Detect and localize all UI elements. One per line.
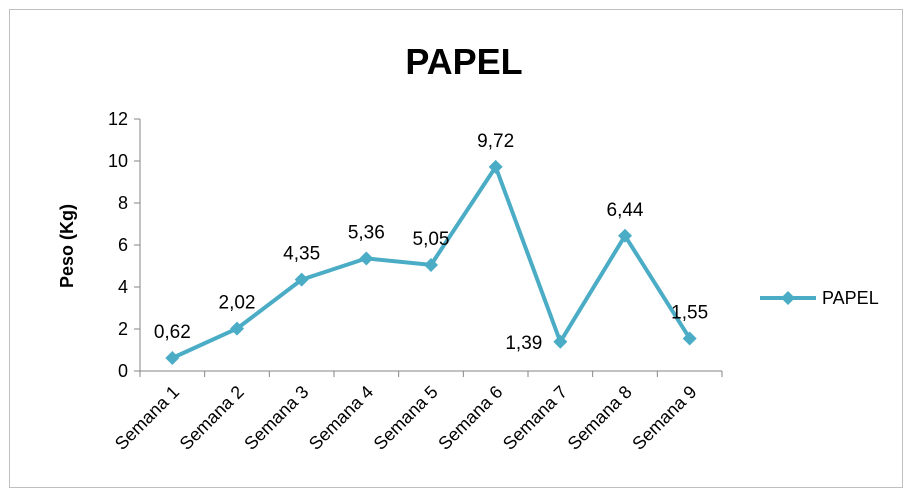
data-label: 1,39: [505, 333, 542, 354]
data-point-marker: [553, 334, 568, 349]
data-point-marker: [165, 350, 180, 365]
data-label: 9,72: [477, 131, 514, 152]
y-tick-label: 2: [118, 319, 128, 339]
legend-label: PAPEL: [822, 288, 879, 308]
y-tick-label: 0: [118, 361, 128, 381]
data-label: 5,36: [348, 222, 385, 243]
data-label: 1,55: [671, 302, 708, 323]
data-label: 5,05: [413, 229, 450, 250]
data-point-marker: [359, 251, 374, 266]
y-tick-label: 4: [118, 277, 128, 297]
legend-marker-diamond-icon: [781, 291, 795, 305]
y-tick-label: 12: [108, 109, 128, 129]
data-point-marker: [682, 331, 697, 346]
data-label: 2,02: [219, 293, 256, 314]
y-axis-ticks: 0 2 4 6 8 10 12: [108, 109, 140, 381]
chart-title: PAPEL: [405, 41, 522, 82]
data-point-marker: [230, 321, 244, 336]
data-point-marker: [618, 228, 632, 243]
data-label: 0,62: [154, 322, 191, 343]
y-tick-label: 10: [108, 151, 128, 171]
y-axis-label: Peso (Kg): [57, 204, 77, 288]
data-point-marker: [424, 257, 438, 272]
data-labels: 0,62 2,02 4,35 5,36 5,05 9,72 1,39 6,44 1,55: [154, 131, 708, 354]
y-tick-label: 6: [118, 235, 128, 255]
data-point-marker: [488, 159, 503, 174]
chart-border: [9, 9, 903, 488]
legend: PAPEL: [760, 288, 879, 308]
series-papel: [165, 159, 697, 365]
data-label: 4,35: [283, 244, 320, 265]
data-point-marker: [294, 272, 309, 287]
y-tick-label: 8: [118, 193, 128, 213]
data-label: 6,44: [607, 200, 644, 221]
